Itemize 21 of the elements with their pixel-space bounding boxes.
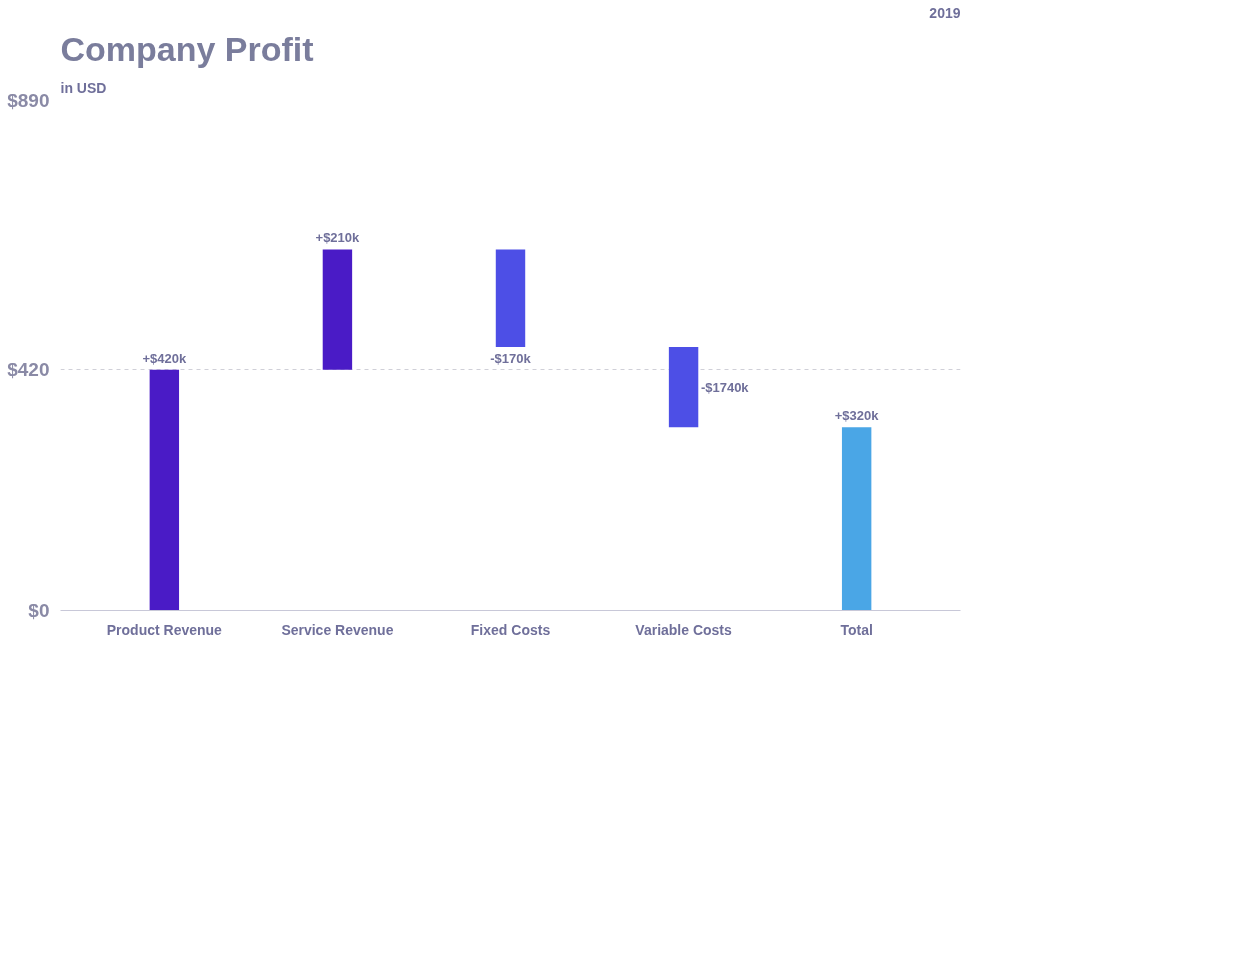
bar [668, 346, 699, 428]
text: 2019 [929, 4, 961, 21]
bar [841, 427, 872, 611]
x-tick-label: Product Revenue [106, 621, 223, 638]
chart-subtitle: in USD [60, 79, 107, 96]
x-tick-label: Fixed Costs [470, 621, 551, 638]
data-label: +$420k [142, 350, 187, 366]
data-label: +$320k [834, 408, 880, 424]
x-tick-label: Service Revenue [281, 621, 394, 638]
bar [149, 369, 180, 611]
annotation: -$1740k [700, 379, 750, 395]
bar [322, 249, 353, 370]
data-label: +$210k [315, 230, 361, 246]
chart-title: Company Profit [60, 29, 314, 68]
bar [495, 249, 526, 347]
x-tick-label: Total [840, 621, 873, 638]
y-tick-label: $890 [7, 90, 50, 111]
data-label: -$170k [490, 350, 532, 366]
x-tick-label: Variable Costs [635, 621, 733, 638]
y-tick-label: $0 [28, 600, 50, 621]
y-tick-label: $420 [7, 359, 50, 381]
